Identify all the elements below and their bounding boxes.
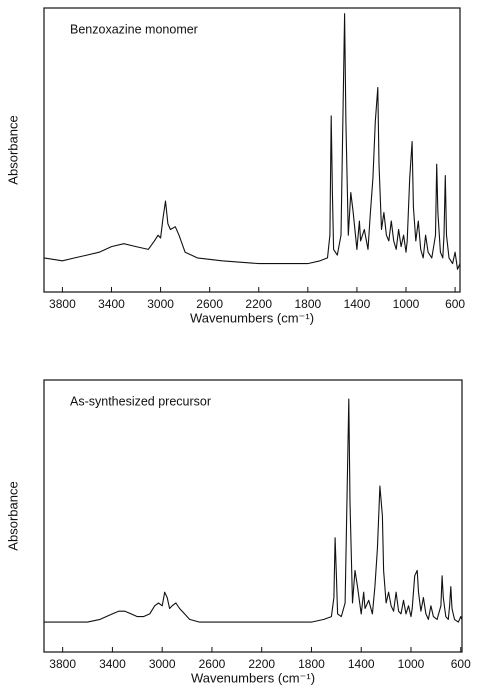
plot-frame	[43, 379, 463, 653]
x-tick-label: 3400	[98, 297, 125, 311]
x-tick-label: 600	[445, 297, 465, 311]
x-tick-label: 3800	[49, 657, 76, 671]
spectrum-line	[43, 13, 461, 270]
x-tick-label: 1000	[393, 297, 420, 311]
x-tick-label: 2600	[199, 657, 226, 671]
x-tick-label: 3800	[49, 297, 76, 311]
y-axis-label: Absorbance	[5, 115, 20, 184]
plot-frame	[43, 7, 461, 293]
x-tick-label: 1400	[348, 657, 375, 671]
x-tick-label: 2200	[248, 657, 275, 671]
chart-title: Benzoxazine monomer	[70, 22, 198, 36]
x-axis-label: Wavenumbers (cm⁻¹)	[190, 310, 314, 325]
x-tick-label: 2200	[245, 297, 272, 311]
x-axis-label: Wavenumbers (cm⁻¹)	[191, 670, 315, 685]
x-tick-label: 1400	[344, 297, 371, 311]
x-tick-label: 2600	[196, 297, 223, 311]
x-tick-label: 1000	[398, 657, 425, 671]
x-tick-label: 3000	[149, 657, 176, 671]
chart-title: As-synthesized precursor	[70, 394, 211, 408]
spectrum-line	[44, 398, 463, 623]
x-tick-label: 3400	[99, 657, 126, 671]
x-tick-label: 1800	[294, 297, 321, 311]
x-tick-label: 1800	[298, 657, 325, 671]
x-tick-label: 600	[451, 657, 471, 671]
x-tick-label: 3000	[147, 297, 174, 311]
y-axis-label: Absorbance	[5, 481, 20, 550]
